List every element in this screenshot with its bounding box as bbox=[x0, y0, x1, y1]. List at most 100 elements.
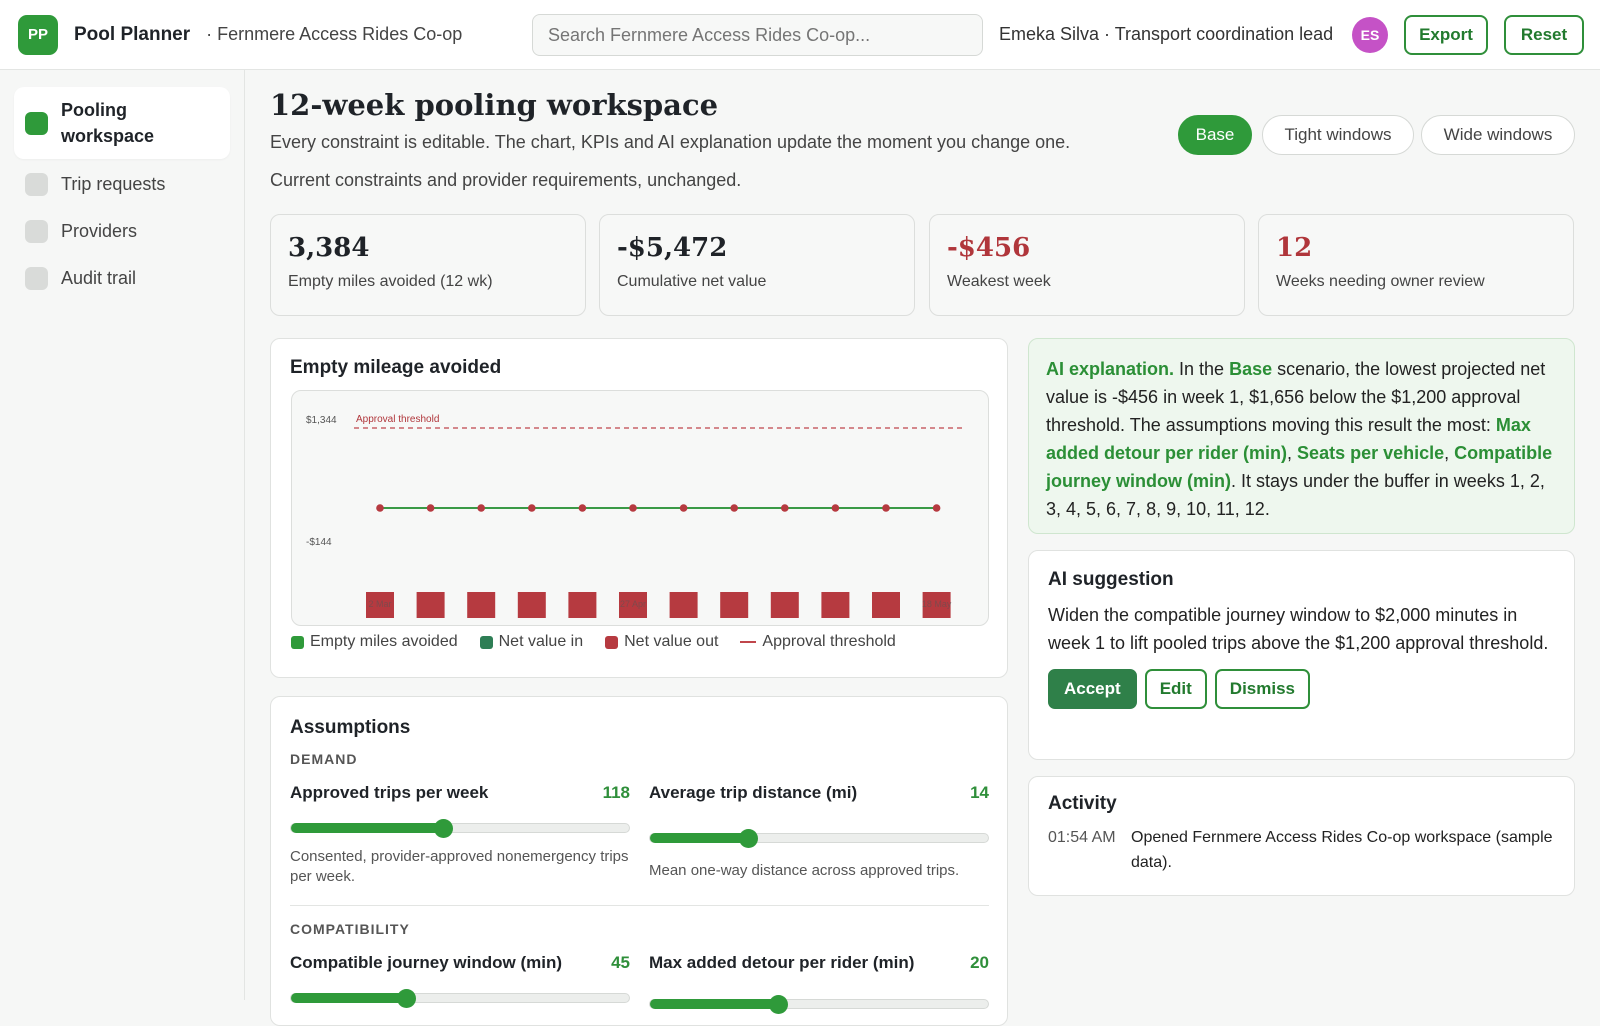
kpi-value: -$456 bbox=[947, 233, 1031, 263]
slider-max-detour: Max added detour per rider (min) 20 bbox=[649, 953, 989, 1014]
sidebar-item-audit-trail[interactable]: Audit trail bbox=[14, 257, 230, 300]
legend-item: Empty miles avoided bbox=[291, 633, 458, 651]
ai-explanation-text: scenario, the lowest projected net value… bbox=[1046, 359, 1546, 435]
empty-miles-point bbox=[578, 504, 587, 512]
scenario-base-button[interactable]: Base bbox=[1178, 115, 1252, 155]
empty-miles-point bbox=[831, 504, 840, 512]
slider-track[interactable] bbox=[290, 989, 630, 1008]
slider-track[interactable] bbox=[649, 829, 989, 848]
top-bar: PP Pool Planner · Fernmere Access Rides … bbox=[0, 0, 1600, 70]
ai-scenario-name: Base bbox=[1229, 359, 1273, 379]
assumptions-card: Assumptions DEMAND Approved trips per we… bbox=[270, 696, 1008, 1026]
kpi-cumulative-net-value: -$5,472 Cumulative net value bbox=[599, 214, 915, 316]
empty-miles-point bbox=[629, 504, 637, 512]
audit-trail-icon bbox=[25, 267, 48, 290]
kpi-value: 3,384 bbox=[288, 233, 370, 263]
search-input[interactable] bbox=[532, 14, 983, 56]
empty-miles-point bbox=[528, 504, 536, 512]
chart-title: Empty mileage avoided bbox=[290, 357, 502, 378]
kpi-label: Weakest week bbox=[947, 273, 1051, 290]
y-tick-label: $1,344 bbox=[306, 415, 337, 426]
app-name: Pool Planner bbox=[74, 23, 191, 45]
page-subtitle: Every constraint is editable. The chart,… bbox=[270, 132, 1071, 152]
legend-swatch bbox=[740, 641, 757, 643]
legend-label: Empty miles avoided bbox=[310, 633, 458, 650]
legend-swatch bbox=[479, 635, 493, 649]
slider-fill bbox=[291, 993, 406, 1003]
slider-value: 20 bbox=[970, 953, 989, 972]
slider-track[interactable] bbox=[649, 995, 989, 1014]
org-name: · Fernmere Access Rides Co-op bbox=[206, 24, 463, 44]
net-value-out-bar bbox=[467, 592, 496, 618]
empty-mileage-chart: $1,344 -$144 Approval threshold 2 Mar 27 Apr… bbox=[306, 414, 962, 618]
sidebar-item-label: Audit trail bbox=[61, 268, 137, 288]
scenario-tight-windows-button[interactable]: Tight windows bbox=[1262, 115, 1414, 155]
accept-button[interactable]: Accept bbox=[1048, 669, 1137, 709]
assumptions-title: Assumptions bbox=[290, 717, 411, 738]
sidebar-item-pooling-workspace[interactable]: Pooling workspace bbox=[14, 87, 230, 159]
activity-card: Activity 01:54 AM Opened Fernmere Access… bbox=[1028, 776, 1575, 896]
kpi-label: Empty miles avoided (12 wk) bbox=[288, 273, 493, 290]
export-button[interactable]: Export bbox=[1404, 15, 1488, 55]
slider-thumb[interactable] bbox=[739, 829, 759, 848]
sidebar-item-providers[interactable]: Providers bbox=[14, 210, 230, 253]
dismiss-button[interactable]: Dismiss bbox=[1214, 669, 1310, 709]
net-value-out-bar bbox=[366, 592, 394, 618]
net-value-out-bar bbox=[770, 592, 799, 618]
net-value-out-bar bbox=[922, 592, 951, 618]
x-tick-label: 18 May bbox=[922, 599, 952, 609]
scenario-note: Current constraints and provider require… bbox=[270, 170, 742, 190]
ai-suggestion-card: AI suggestion Widen the compatible journ… bbox=[1028, 550, 1575, 760]
net-value-out-bar bbox=[619, 592, 647, 618]
x-tick-label: 27 Apr bbox=[620, 599, 646, 609]
kpi-empty-miles: 3,384 Empty miles avoided (12 wk) bbox=[270, 214, 586, 316]
edit-button[interactable]: Edit bbox=[1144, 669, 1207, 709]
net-value-out-bar bbox=[517, 592, 546, 618]
empty-miles-point bbox=[376, 504, 384, 512]
empty-miles-point bbox=[426, 504, 435, 512]
section-label-compatibility: COMPATIBILITY bbox=[290, 921, 410, 937]
activity-time: 01:54 AM bbox=[1048, 829, 1116, 846]
empty-miles-point bbox=[679, 504, 688, 512]
reset-button[interactable]: Reset bbox=[1504, 15, 1584, 55]
separator: , bbox=[1444, 443, 1455, 463]
sidebar-item-trip-requests[interactable]: Trip requests bbox=[14, 163, 230, 206]
slider-compatible-window: Compatible journey window (min) 45 bbox=[290, 953, 630, 1008]
sidebar: Pooling workspace Trip requests Provider… bbox=[0, 70, 245, 1000]
ai-suggestion-title: AI suggestion bbox=[1048, 569, 1174, 590]
separator: , bbox=[1287, 443, 1298, 463]
sidebar-item-label: Pooling workspace bbox=[61, 100, 155, 146]
net-value-out-bar bbox=[416, 592, 445, 618]
empty-miles-point bbox=[477, 504, 485, 512]
slider-fill bbox=[291, 823, 444, 833]
slider-fill bbox=[650, 833, 749, 843]
ai-explanation-panel: AI explanation. In the Base scenario, th… bbox=[1028, 338, 1575, 534]
legend-swatch bbox=[291, 635, 304, 649]
slider-label: Compatible journey window (min) bbox=[290, 953, 562, 972]
legend-item: Approval threshold bbox=[740, 633, 896, 651]
ai-explanation-lead: AI explanation. bbox=[1046, 359, 1175, 379]
chart-legend: Empty miles avoided Net value in Net val… bbox=[291, 633, 918, 651]
slider-label: Average trip distance (mi) bbox=[649, 783, 858, 802]
net-value-out-bar bbox=[669, 592, 698, 618]
ai-assumption-link[interactable]: Max added detour per rider (min) bbox=[1046, 415, 1531, 463]
sidebar-item-label: Providers bbox=[61, 221, 138, 241]
ai-assumption-link[interactable]: Compatible journey window (min) bbox=[1046, 443, 1553, 491]
ai-explanation-text: In the bbox=[1174, 359, 1230, 379]
ai-assumption-link[interactable]: Seats per vehicle bbox=[1297, 443, 1445, 463]
empty-miles-point bbox=[781, 504, 789, 512]
sidebar-item-label: Trip requests bbox=[61, 174, 166, 194]
slider-label: Approved trips per week bbox=[290, 783, 489, 802]
ai-suggestion-actions: Accept Edit Dismiss bbox=[1048, 669, 1555, 709]
slider-avg-trip-distance: Average trip distance (mi) 14 Mean one-wa… bbox=[649, 783, 989, 881]
slider-thumb[interactable] bbox=[434, 819, 454, 838]
pooling-icon bbox=[25, 111, 48, 135]
kpi-weeks-needing-review: 12 Weeks needing owner review bbox=[1258, 214, 1574, 316]
slider-thumb[interactable] bbox=[396, 989, 416, 1008]
slider-track[interactable] bbox=[290, 819, 630, 838]
slider-thumb[interactable] bbox=[769, 995, 789, 1014]
providers-icon bbox=[25, 220, 48, 243]
avatar[interactable]: ES bbox=[1352, 17, 1388, 53]
chart-card: Empty mileage avoided $1,344 -$144 Approva… bbox=[270, 338, 1008, 678]
scenario-wide-windows-button[interactable]: Wide windows bbox=[1421, 115, 1575, 155]
